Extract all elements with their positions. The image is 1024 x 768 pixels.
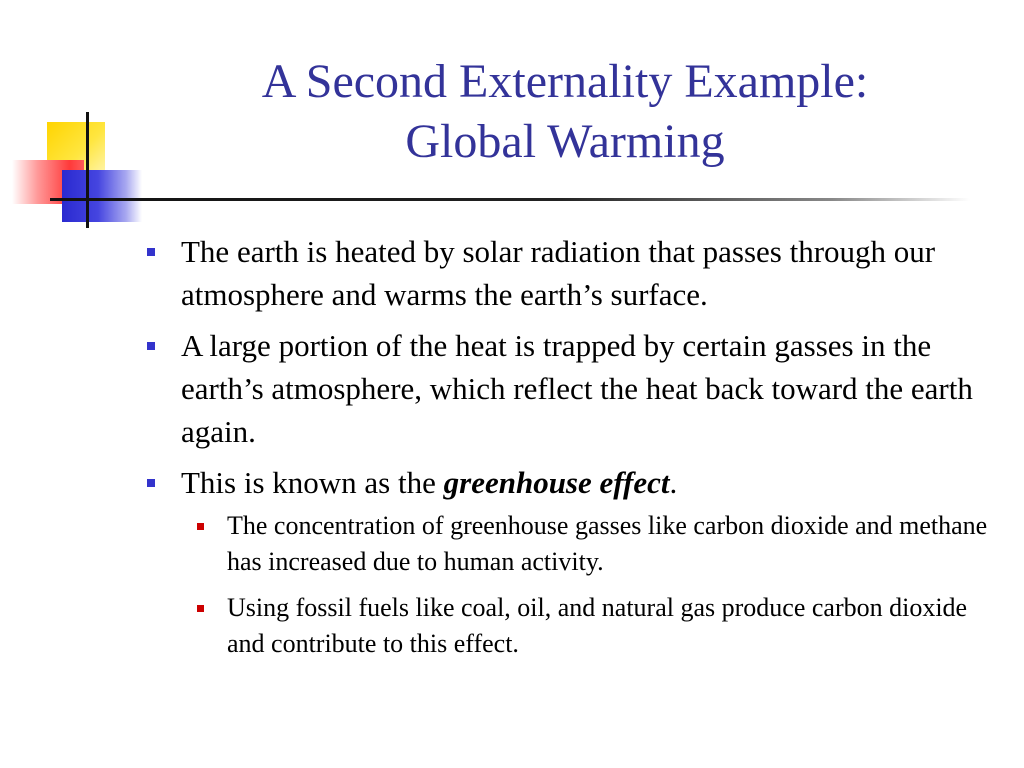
emphasis-term: greenhouse effect [443, 465, 670, 500]
square-bullet-icon [197, 605, 204, 612]
square-bullet-icon [197, 523, 204, 530]
title-line-2: Global Warming [405, 115, 725, 168]
corner-ornament [0, 100, 970, 240]
square-bullet-icon [147, 342, 155, 350]
bullet-list: The earth is heated by solar radiation t… [140, 230, 990, 672]
bullet-item: A large portion of the heat is trapped b… [140, 324, 990, 453]
title-underline-rule [50, 198, 970, 201]
slide-title: A Second Externality Example: Global War… [180, 52, 950, 172]
square-bullet-icon [147, 248, 155, 256]
sub-bullet-item: The concentration of greenhouse gasses l… [181, 508, 990, 580]
title-line-1: A Second Externality Example: [261, 55, 869, 108]
bullet-item: The earth is heated by solar radiation t… [140, 230, 990, 316]
sub-bullet-text: Using fossil fuels like coal, oil, and n… [227, 593, 968, 658]
sub-bullet-item: Using fossil fuels like coal, oil, and n… [181, 590, 990, 662]
ornament-vertical-line [86, 112, 89, 228]
bullet-item: This is known as the greenhouse effect. … [140, 461, 990, 662]
bullet-text-suffix: . [669, 465, 678, 500]
bullet-text: A large portion of the heat is trapped b… [181, 328, 973, 449]
sub-bullet-text: The concentration of greenhouse gasses l… [227, 511, 988, 576]
sub-bullet-list: The concentration of greenhouse gasses l… [181, 508, 990, 662]
ornament-blue-square [62, 170, 142, 222]
bullet-text: The earth is heated by solar radiation t… [181, 234, 936, 312]
square-bullet-icon [147, 479, 155, 487]
bullet-text-prefix: This is known as the [181, 465, 444, 500]
